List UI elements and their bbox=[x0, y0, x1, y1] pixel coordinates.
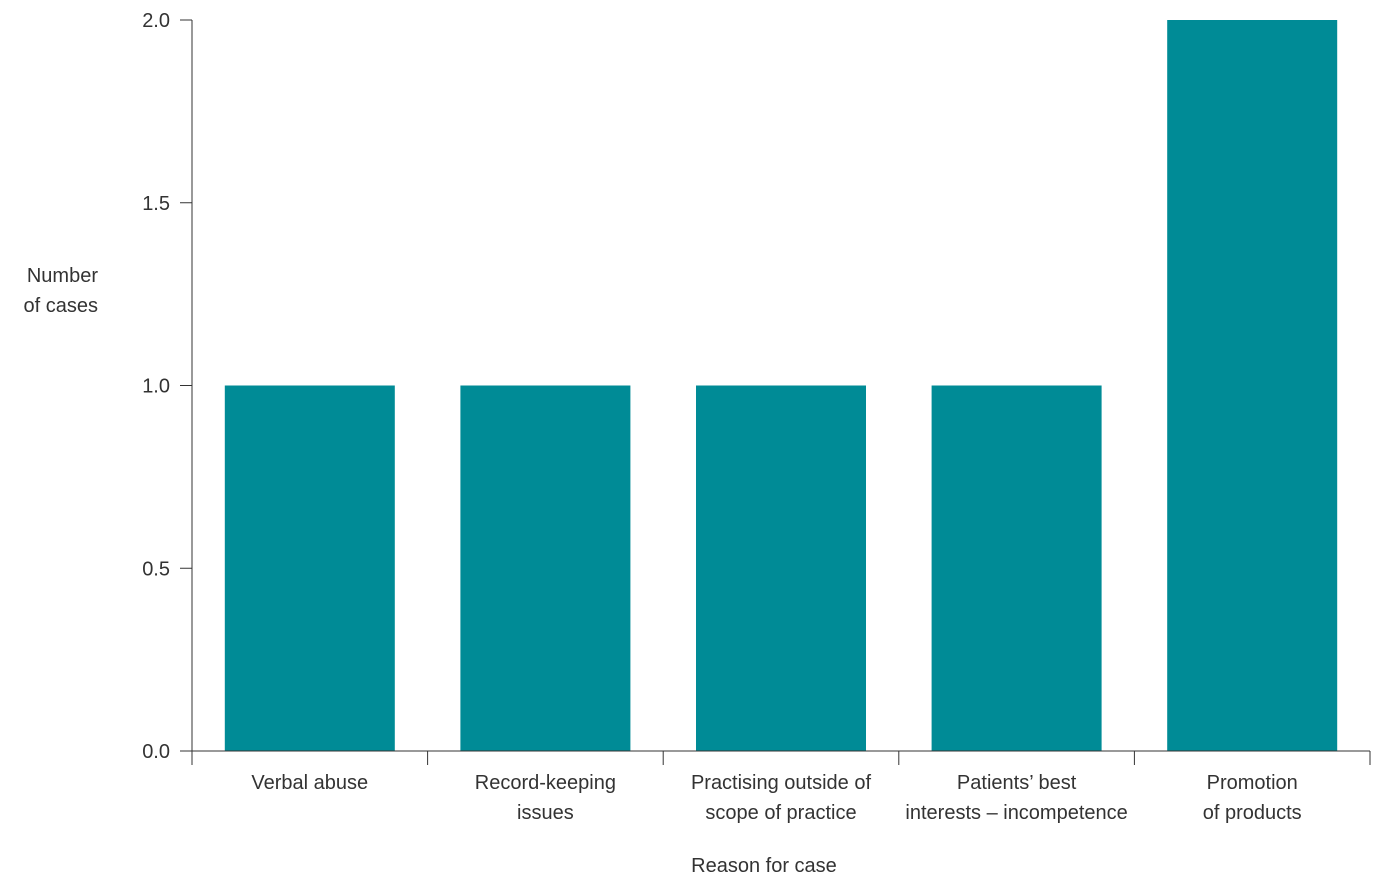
x-tick-label-line: of products bbox=[1203, 802, 1302, 824]
axis-labels: Reason for case Number of cases bbox=[24, 265, 837, 877]
x-tick-label: Practising outside of scope of practice bbox=[691, 772, 872, 824]
y-tick-label: 1.0 bbox=[142, 376, 170, 398]
x-tick-label-line: interests – incompetence bbox=[905, 802, 1127, 824]
y-axis-label: Number of cases bbox=[24, 265, 99, 317]
bar bbox=[696, 385, 866, 751]
x-axis: Verbal abuse Record-keeping issues Practisi… bbox=[191, 750, 1371, 824]
y-tick-label: 2.0 bbox=[142, 10, 170, 32]
y-axis-label-line: Number bbox=[27, 265, 98, 287]
bars-group bbox=[224, 20, 1338, 751]
y-tick-label: 1.5 bbox=[142, 193, 170, 215]
x-tick-label: Promotion of products bbox=[1203, 772, 1302, 824]
x-tick-label-line: Verbal abuse bbox=[251, 772, 368, 794]
x-tick-label: Verbal abuse bbox=[251, 772, 368, 794]
x-tick-label-line: Practising outside of bbox=[691, 772, 872, 794]
bar bbox=[931, 385, 1102, 751]
bar bbox=[1167, 20, 1338, 751]
bar bbox=[460, 385, 631, 751]
y-tick-label: 0.0 bbox=[142, 741, 170, 763]
bar bbox=[224, 385, 395, 751]
y-tick-label: 0.5 bbox=[142, 558, 170, 580]
x-tick-label: Record-keeping issues bbox=[475, 772, 616, 824]
x-tick-label-line: Promotion bbox=[1207, 772, 1298, 794]
x-tick-label-line: Record-keeping bbox=[475, 772, 616, 794]
x-tick-label-line: scope of practice bbox=[705, 802, 856, 824]
x-tick-label-line: issues bbox=[517, 802, 574, 824]
x-axis-label: Reason for case bbox=[691, 855, 837, 877]
y-axis: 0.0 0.5 1.0 1.5 2.0 bbox=[142, 10, 193, 763]
x-tick-label-line: Patients’ best bbox=[957, 772, 1077, 794]
y-axis-label-line: of cases bbox=[24, 295, 98, 317]
x-tick-label: Patients’ best interests – incompetence bbox=[905, 772, 1127, 824]
